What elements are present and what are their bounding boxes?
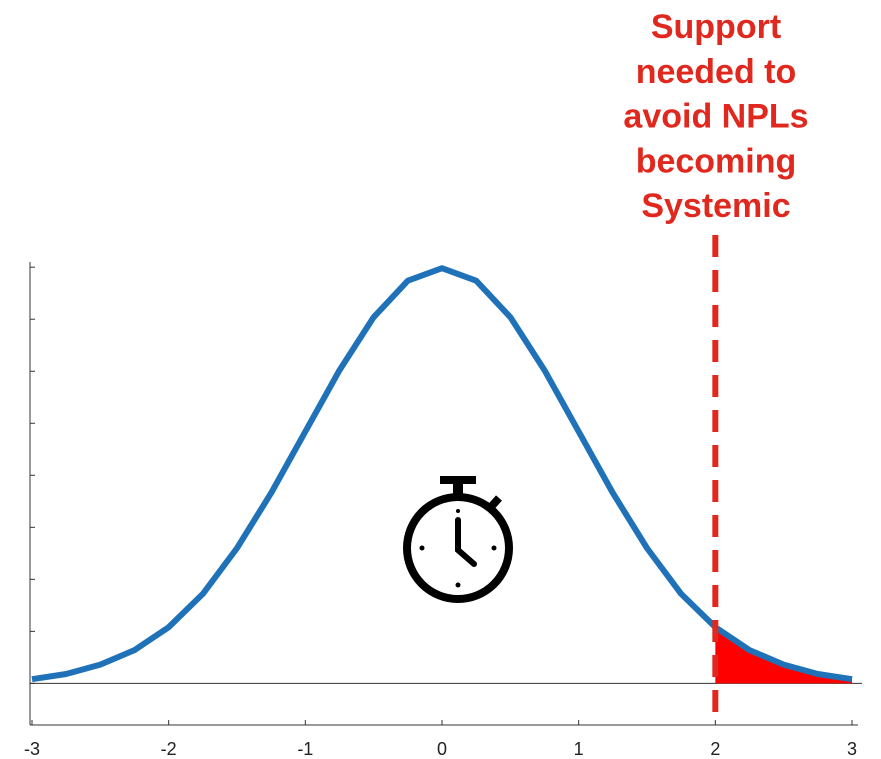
annotation: Support	[651, 8, 781, 46]
x-tick-label: 3	[847, 739, 857, 759]
x-tick-label: -2	[161, 739, 177, 759]
annotation: becoming	[636, 142, 797, 180]
x-tick-label: -3	[24, 739, 40, 759]
x-tick-label: 2	[710, 739, 720, 759]
x-tick-label: -1	[297, 739, 313, 759]
annotation: needed to	[636, 53, 797, 91]
x-tick-label: 0	[437, 739, 447, 759]
plot: -3 -2 -1 0 1 2 3 Support needed to avoid NPLs beco…	[24, 8, 862, 759]
density-line	[31, 265, 853, 683]
annotation: avoid NPLs	[623, 98, 808, 136]
stopwatch-icon	[403, 476, 513, 603]
x-tick-label: 1	[574, 739, 584, 759]
annotation: Systemic	[641, 187, 790, 225]
tail-area	[715, 627, 852, 684]
